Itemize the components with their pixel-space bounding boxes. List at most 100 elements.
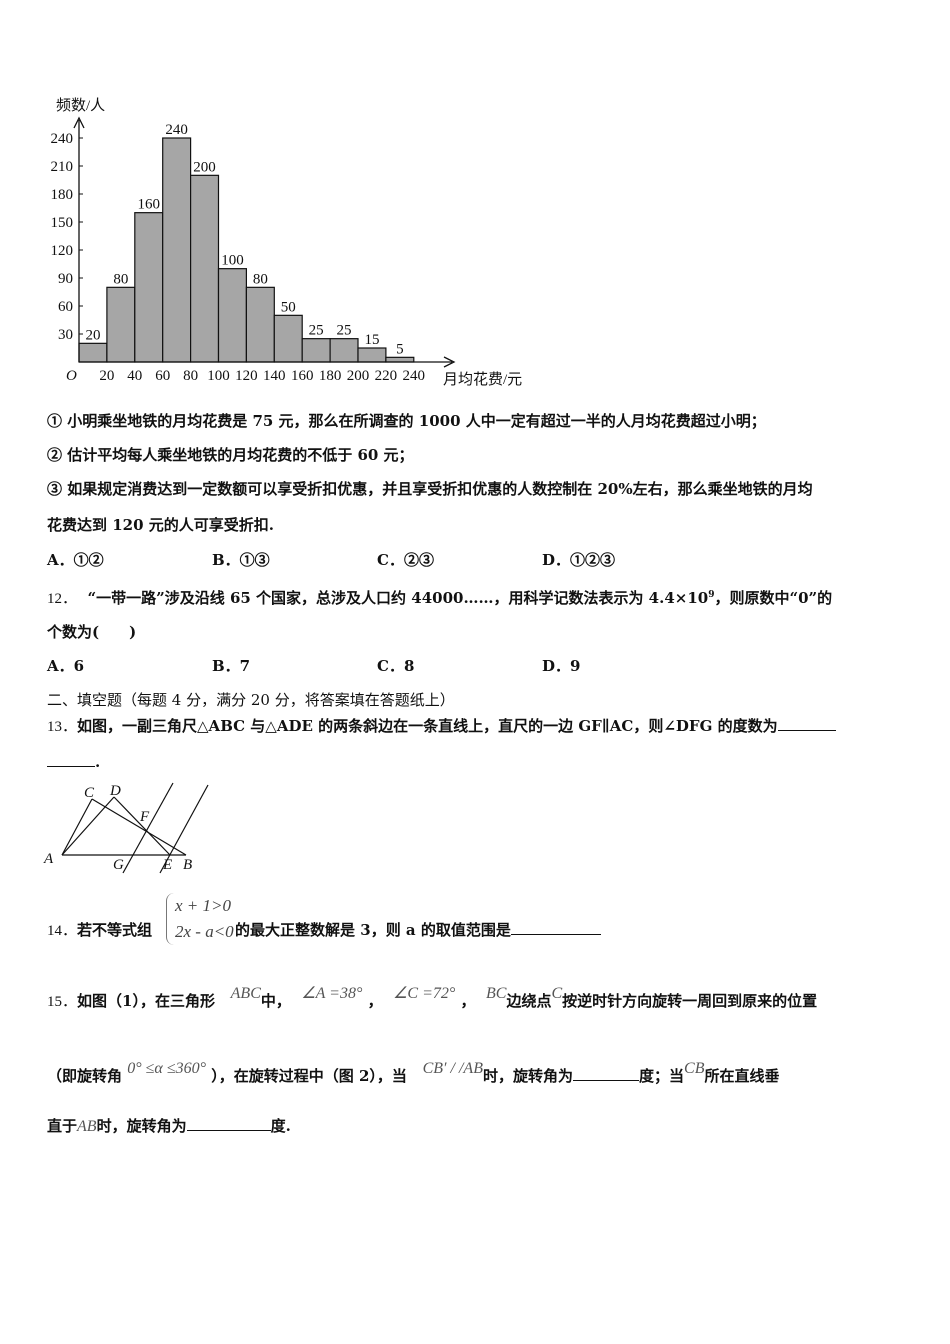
x-tick-label: 60 xyxy=(155,368,170,384)
x-tick-label: 180 xyxy=(319,368,342,384)
text: 时，旋转角为 xyxy=(96,1117,187,1135)
y-tick-label: 180 xyxy=(51,187,74,203)
math: BC xyxy=(485,985,507,1002)
text: 度；当 xyxy=(639,1067,685,1085)
bar-value-label: 5 xyxy=(396,341,404,357)
histogram-bar xyxy=(217,268,247,363)
option-c[interactable]: C．8 xyxy=(377,657,415,675)
inequality-system: x + 1>0 2x - a<0 xyxy=(166,893,234,945)
y-tick-label: 60 xyxy=(58,299,73,315)
x-tick-label: 120 xyxy=(235,368,258,384)
histogram-chart: 频数/人 月均花费/元 O 30 60 90 120 150 180 210 240 20 40 6… xyxy=(51,97,523,388)
origin-label: O xyxy=(66,368,77,384)
q15-line-2: （即旋转角 0° ≤α ≤360° ），在旋转过程中（图 2），当 CB′ / … xyxy=(47,1060,779,1087)
math: 0° ≤α ≤360° xyxy=(127,1060,207,1077)
x-tick-label: 220 xyxy=(375,368,398,384)
answer-blank[interactable] xyxy=(47,752,95,767)
q11-options: A．①② B．①③ C．②③ D．①②③ xyxy=(47,550,707,570)
histogram-bar xyxy=(301,338,331,363)
text: 如图（1），在三角形 xyxy=(77,992,215,1010)
bar-value-label: 25 xyxy=(309,323,324,339)
option-d[interactable]: D．9 xyxy=(542,657,581,675)
section-2-heading: 二、填空题（每题 4 分，满分 20 分，将答案填在答题纸上） xyxy=(47,691,455,709)
x-axis-arrow xyxy=(443,356,456,368)
answer-blank-1[interactable] xyxy=(573,1066,639,1081)
option-a[interactable]: A．6 xyxy=(47,657,85,675)
histogram-bar xyxy=(78,342,108,363)
label-e: E xyxy=(162,857,172,873)
q12-text-2: ，则原数中“0”的 xyxy=(714,589,833,607)
x-tick-label: 160 xyxy=(291,368,314,384)
q11-statement-3-cont: 花费达到 120 元的人可享受折扣. xyxy=(47,516,274,534)
q15-line-1: 15．如图（1），在三角形 ABC中， ∠A =38° ， ∠C =72° ， … xyxy=(47,985,817,1012)
bar-value-label: 20 xyxy=(85,327,100,343)
math: AB xyxy=(77,1118,97,1135)
bar-value-label: 160 xyxy=(138,197,161,213)
label-g: G xyxy=(113,857,124,873)
answer-blank-2[interactable] xyxy=(186,1116,271,1131)
x-tick-label: 20 xyxy=(99,368,114,384)
y-tick-label: 240 xyxy=(51,131,74,147)
math: CB′ / /AB xyxy=(422,1060,483,1077)
text: 中， xyxy=(260,992,291,1010)
text: 度. xyxy=(270,1117,291,1135)
q13-body: 如图，一副三角尺△ABC 与△ADE 的两条斜边在一条直线上，直尺的一边 GF∥… xyxy=(77,717,778,735)
bar-value-label: 240 xyxy=(165,122,188,138)
histogram-bar xyxy=(357,347,387,363)
period: . xyxy=(95,753,101,771)
bar-value-label: 80 xyxy=(253,271,268,287)
x-tick-label: 140 xyxy=(263,368,286,384)
q11-statement-2: ② 估计平均每人乘坐地铁的月均花费的不低于 60 元； xyxy=(47,446,414,464)
option-d[interactable]: D．①②③ xyxy=(542,551,616,569)
text: ， xyxy=(460,992,476,1010)
y-axis-label: 频数/人 xyxy=(56,97,105,114)
inequality-1: x + 1>0 xyxy=(175,896,231,915)
x-tick-label: 100 xyxy=(207,368,230,384)
histogram-bar xyxy=(190,174,220,363)
text: 直于 xyxy=(47,1117,78,1135)
label-b: B xyxy=(183,857,192,873)
text: （即旋转角 xyxy=(47,1067,123,1085)
q11-statement-3: ③ 如果规定消费达到一定数额可以享受折扣优惠，并且享受折扣优惠的人数控制在 20… xyxy=(47,480,813,498)
histogram-bar xyxy=(329,338,359,363)
bar-value-label: 200 xyxy=(193,159,216,175)
bar-value-label: 80 xyxy=(113,271,128,287)
histogram-bar xyxy=(245,286,275,363)
histogram-bar xyxy=(162,137,192,363)
y-tick-label: 90 xyxy=(58,271,73,287)
option-a[interactable]: A．①② xyxy=(47,551,104,569)
math: ∠C =72° xyxy=(393,985,456,1002)
y-tick-label: 120 xyxy=(51,243,74,259)
text: 时，旋转角为 xyxy=(482,1067,573,1085)
y-tick-label: 150 xyxy=(51,215,74,231)
bar-value-label: 100 xyxy=(221,253,244,269)
q14-number: 14． xyxy=(47,923,78,939)
answer-blank[interactable] xyxy=(510,920,601,935)
histogram-bar xyxy=(106,286,136,363)
answer-blank[interactable] xyxy=(777,716,836,731)
q15-line-3: 直于AB时，旋转角为 度. xyxy=(47,1116,291,1137)
option-c[interactable]: C．②③ xyxy=(377,551,434,569)
q12-text-3: 个数为( ) xyxy=(47,623,137,641)
q14-post: 的最大正整数解是 3，则 a 的取值范围是 xyxy=(235,921,511,939)
histogram-bar xyxy=(134,212,164,363)
histogram-bar xyxy=(385,356,415,363)
q12-text: 12． “一带一路”涉及沿线 65 个国家，总涉及人口约 44000……，用科学… xyxy=(47,585,832,609)
option-b[interactable]: B．7 xyxy=(212,657,251,675)
math: C xyxy=(551,985,563,1002)
q11-statement-1: ① 小明乘坐地铁的月均花费是 75 元，那么在所调查的 1000 人中一定有超过… xyxy=(47,412,766,430)
q13-text: 13．如图，一副三角尺△ABC 与△ADE 的两条斜边在一条直线上，直尺的一边 … xyxy=(47,716,836,737)
x-tick-label: 80 xyxy=(183,368,198,384)
q12-exponent: 9 xyxy=(708,590,715,600)
text: ， xyxy=(367,992,383,1010)
text: ），在旋转过程中（图 2），当 xyxy=(211,1067,407,1085)
bar-value-label: 25 xyxy=(337,323,352,339)
option-b[interactable]: B．①③ xyxy=(212,551,270,569)
y-tick-label: 30 xyxy=(58,327,73,343)
x-tick-label: 200 xyxy=(347,368,370,384)
y-axis-arrow xyxy=(73,116,85,129)
x-axis-label: 月均花费/元 xyxy=(443,371,522,388)
inequality-2: 2x - a<0 xyxy=(175,922,234,941)
q12-text-1: “一带一路”涉及沿线 65 个国家，总涉及人口约 44000……，用科学记数法表… xyxy=(87,589,709,607)
q12-options: A．6 B．7 C．8 D．9 xyxy=(47,656,707,676)
